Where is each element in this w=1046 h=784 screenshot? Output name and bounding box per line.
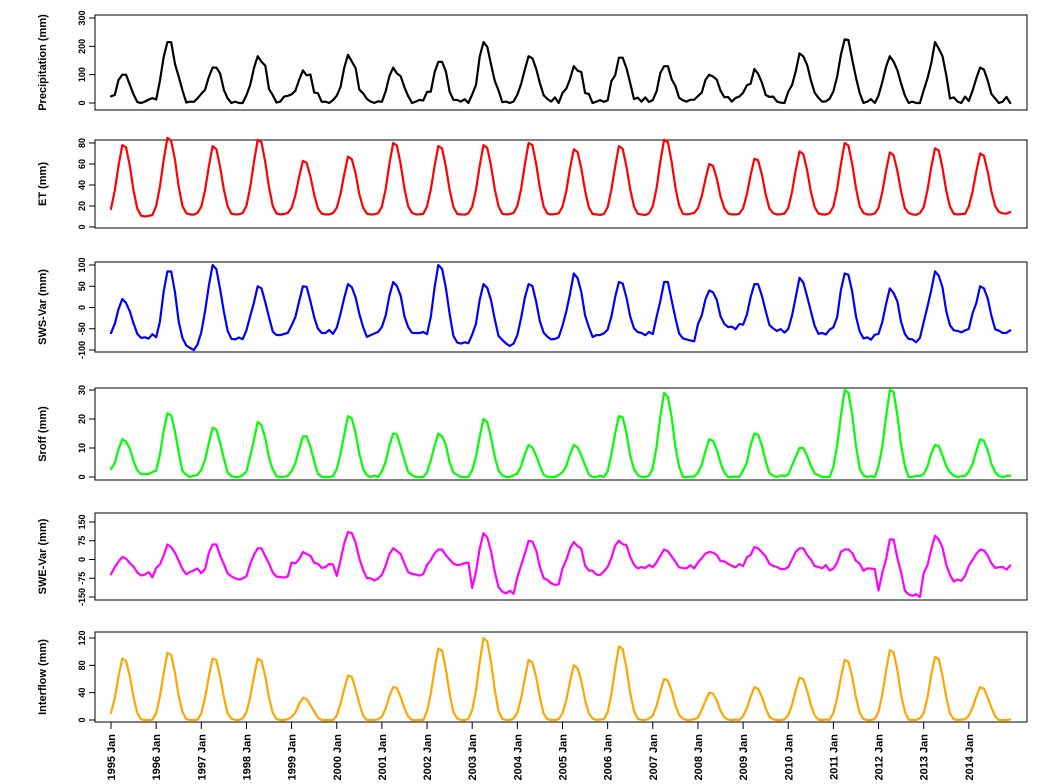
- x-tick-label: 2010 Jan: [783, 734, 795, 781]
- panel-6-ytick-label: 40: [77, 688, 87, 698]
- x-tick-label: 2009 Jan: [738, 734, 750, 781]
- panel-6-frame: [94, 631, 1028, 723]
- panel-5-frame: [94, 512, 1028, 601]
- panel-1-ytick-label: 100: [77, 67, 87, 82]
- panel-2-ylabel: ET (mm): [37, 162, 49, 206]
- panel-6-ylabel: Interflow (mm): [37, 639, 49, 715]
- x-tick-label: 2001 Jan: [377, 734, 389, 781]
- panel-3-ytick-label: -50: [77, 322, 87, 335]
- x-tick-label: 2013 Jan: [919, 734, 931, 781]
- panel-3-ytick-label: 0: [77, 305, 87, 310]
- panel-4-ylabel: Sroff (mm): [37, 406, 49, 462]
- panel-1-ytick-label: 300: [77, 10, 87, 25]
- panel-6-ytick-label: 120: [77, 630, 87, 645]
- panel-4-ytick-label: 10: [77, 443, 87, 453]
- x-tick-label: 2005 Jan: [558, 734, 570, 781]
- panel-5-ytick-label: -75: [77, 572, 87, 585]
- panel-2-series-line: [109, 136, 1012, 218]
- panel-6-ytick-label: 80: [77, 660, 87, 670]
- panel-3-ytick-label: -100: [77, 341, 87, 359]
- panel-4-ytick-label: 20: [77, 414, 87, 424]
- x-tick-label: 2000 Jan: [332, 734, 344, 781]
- panel-1-frame: [94, 14, 1028, 111]
- x-tick-label: 2002 Jan: [422, 734, 434, 781]
- x-tick-label: 2014 Jan: [964, 734, 976, 781]
- panel-1-ytick-label: 0: [77, 100, 87, 105]
- x-tick-label: 2004 Jan: [512, 734, 524, 781]
- panel-5-series-line: [109, 530, 1012, 599]
- panel-4-ytick-label: 30: [77, 385, 87, 395]
- x-tick-label: 1998 Jan: [241, 734, 253, 781]
- panel-2-ytick-label: 0: [77, 224, 87, 229]
- panel-5-ylabel: SWE-Var (mm): [37, 518, 49, 594]
- panel-2-frame: [94, 139, 1028, 229]
- panel-4-series-line: [109, 388, 1012, 479]
- panel-3-series-line: [109, 263, 1012, 352]
- panel-2-ytick-label: 20: [77, 201, 87, 211]
- panel-3-ytick-label: 50: [77, 281, 87, 291]
- x-tick-label: 2003 Jan: [467, 734, 479, 781]
- x-tick-label: 1995 Jan: [106, 734, 118, 781]
- x-tick-label: 2007 Jan: [648, 734, 660, 781]
- panel-1-ytick-label: 200: [77, 39, 87, 54]
- x-tick-label: 2012 Jan: [874, 734, 886, 781]
- x-tick-label: 2008 Jan: [693, 734, 705, 781]
- panel-5-ytick-label: -150: [77, 588, 87, 606]
- panel-5-ytick-label: 0: [77, 557, 87, 562]
- panel-2-ytick-label: 60: [77, 159, 87, 169]
- x-tick-label: 1999 Jan: [287, 734, 299, 781]
- panel-5-ytick-label: 150: [77, 514, 87, 529]
- panel-2-ytick-label: 40: [77, 180, 87, 190]
- panel-5-ytick-label: 75: [77, 536, 87, 546]
- panel-2-ytick-label: 80: [77, 138, 87, 148]
- panel-1-ylabel: Precipitation (mm): [37, 14, 49, 111]
- panel-6-series-line: [109, 636, 1012, 722]
- panel-4-ytick-label: 0: [77, 474, 87, 479]
- panel-1-series-line: [109, 38, 1012, 105]
- x-tick-label: 2006 Jan: [603, 734, 615, 781]
- x-tick-label: 1996 Jan: [151, 734, 163, 781]
- panel-6-ytick-label: 0: [77, 717, 87, 722]
- panel-3-ytick-label: 100: [77, 257, 87, 272]
- x-tick-label: 2011 Jan: [828, 734, 840, 780]
- panel-3-ylabel: SWS-Var (mm): [37, 269, 49, 345]
- panel-4-frame: [94, 387, 1028, 481]
- x-tick-label: 1997 Jan: [196, 734, 208, 781]
